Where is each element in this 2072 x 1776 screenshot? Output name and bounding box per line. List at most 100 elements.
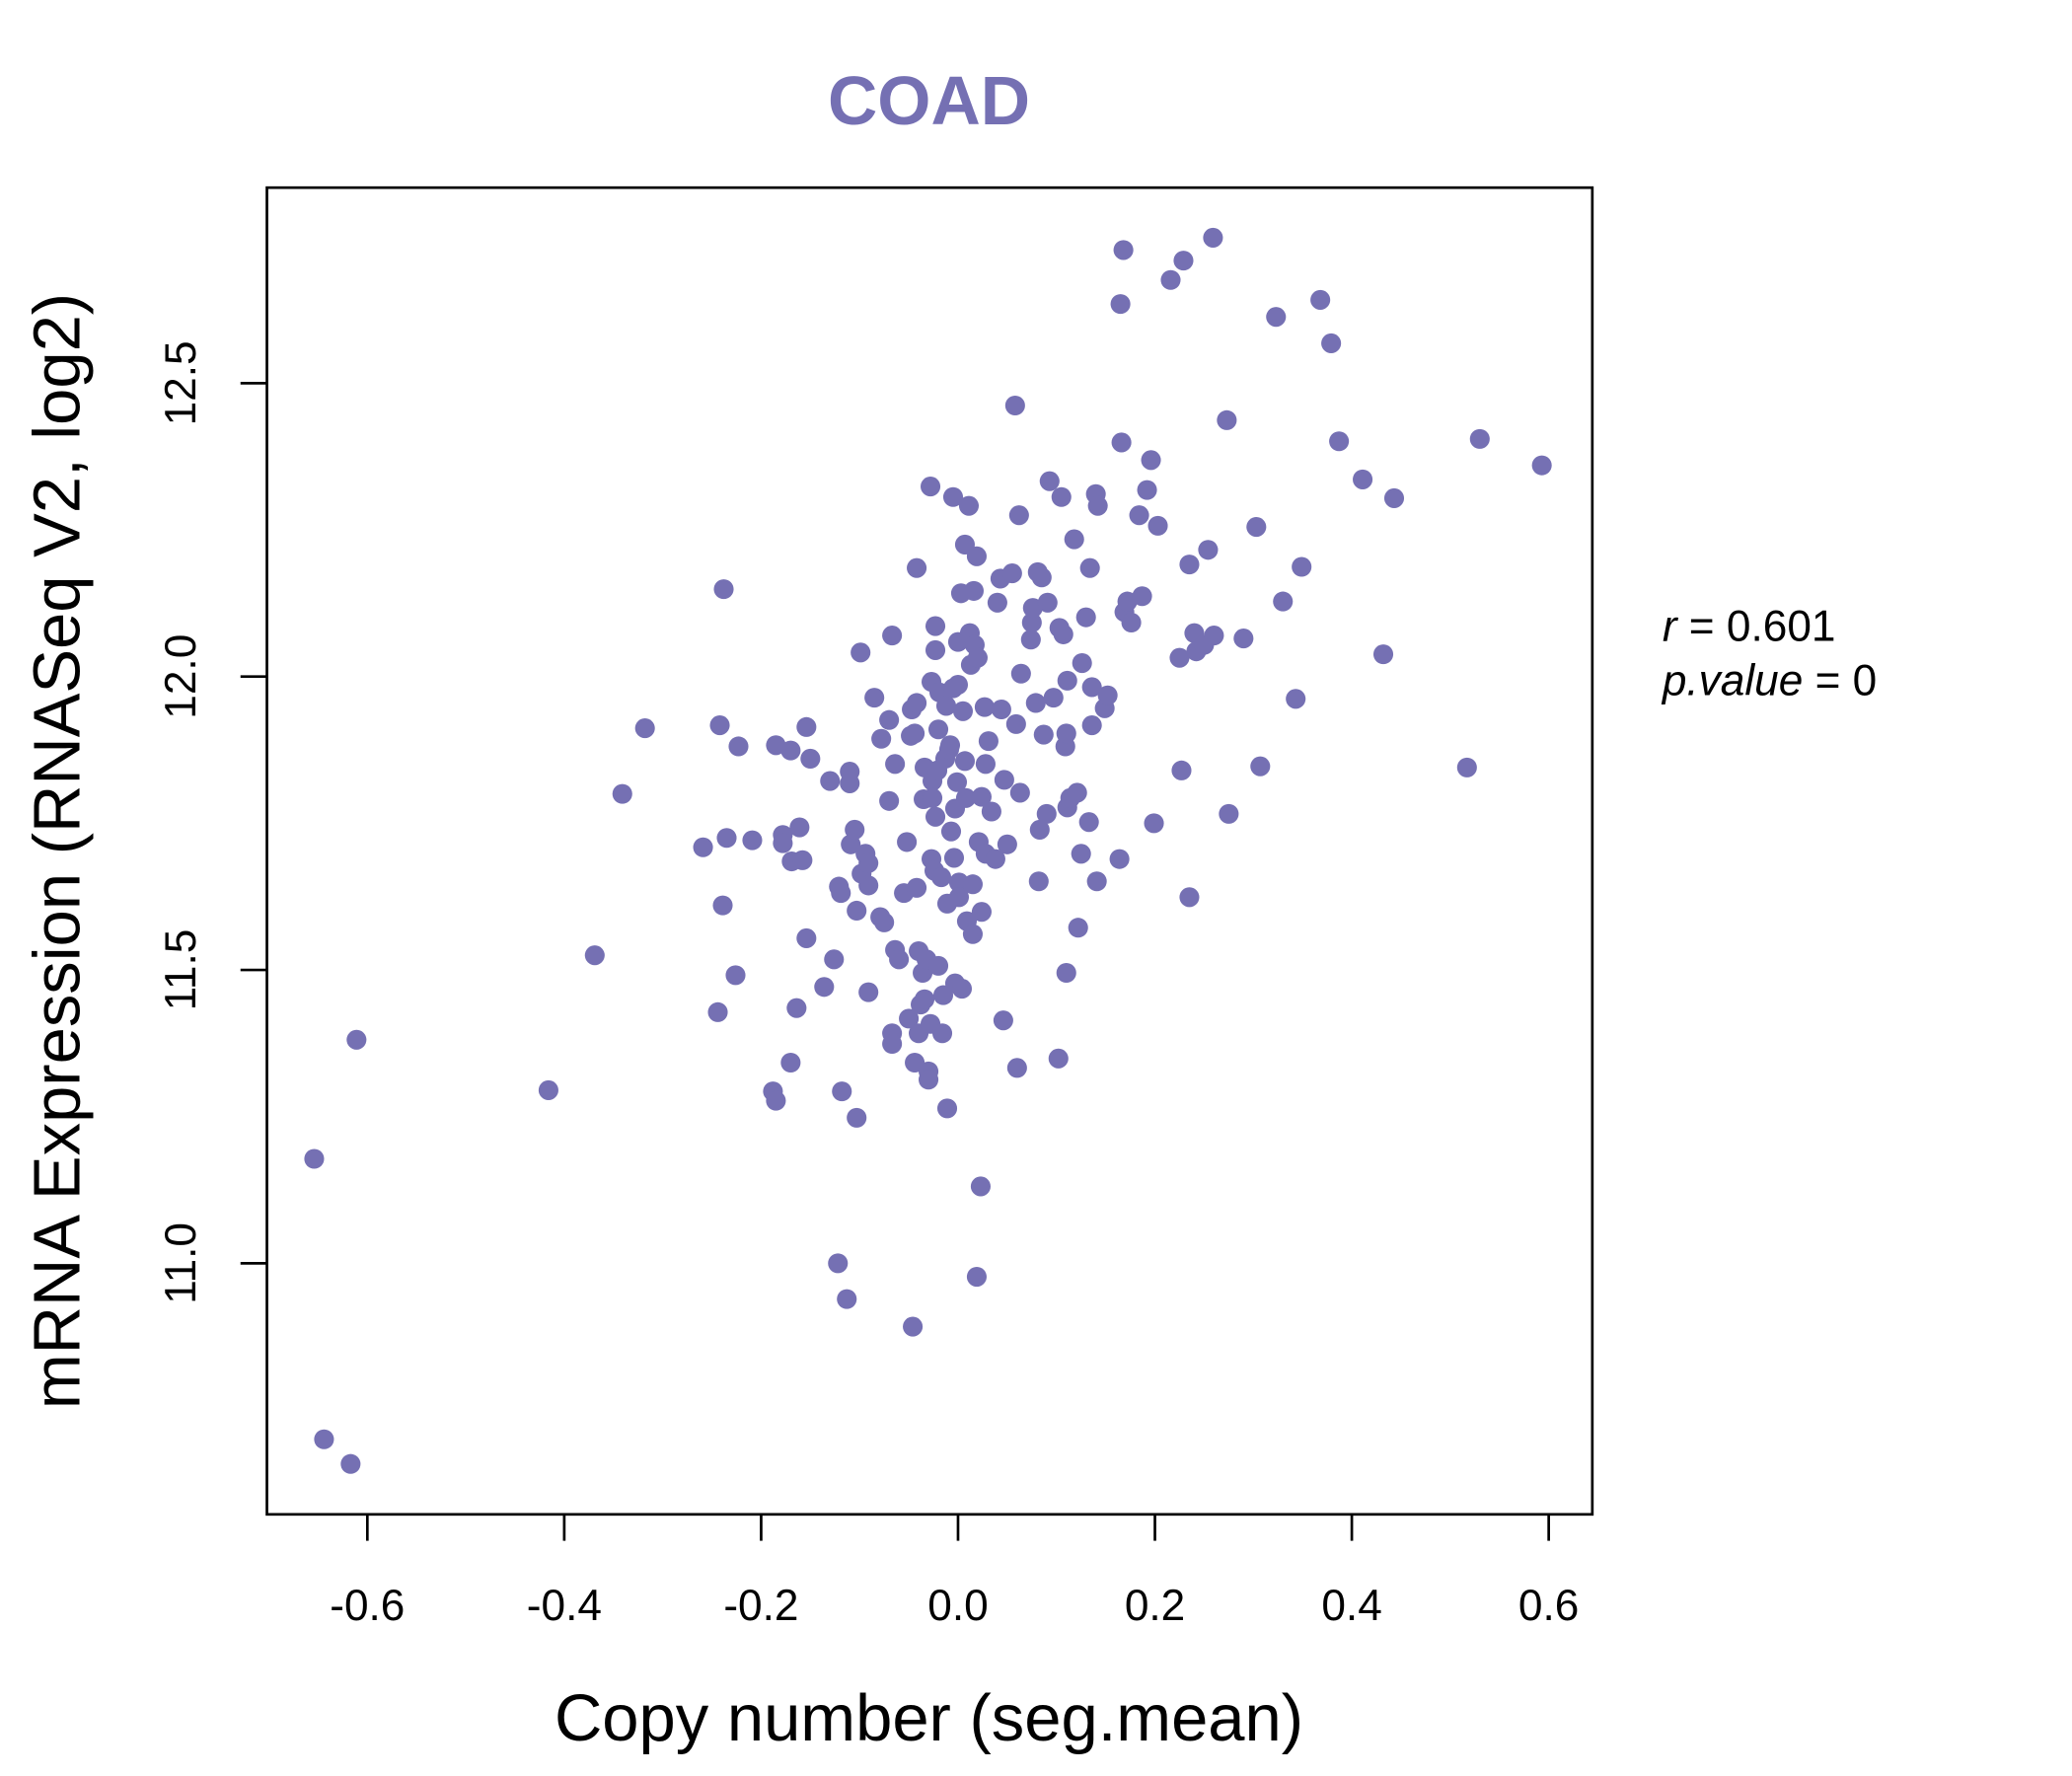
x-tick-label: 0.6 [1518,1582,1579,1630]
data-point [1141,450,1161,471]
data-point [1266,307,1287,328]
data-point [780,740,801,761]
data-point [874,912,895,932]
data-point [1469,428,1490,449]
data-point [948,887,970,908]
data-point [981,801,1001,822]
data-point [1064,529,1084,550]
data-point [1001,563,1022,584]
data-point [1009,782,1030,803]
data-point [925,616,946,636]
data-point [1353,469,1373,489]
data-point [1075,607,1096,628]
data-point [716,828,737,849]
plot-frame [265,185,1594,1517]
data-point [966,546,987,566]
data-point [987,592,1007,613]
data-point [1179,887,1200,908]
data-point [1033,724,1054,745]
data-point [800,748,821,770]
data-point [712,895,733,916]
data-point [942,486,964,507]
y-axis: 11.0 11.5 12.0 12.5 [157,340,267,1304]
data-point [1171,760,1192,780]
data-point [1057,670,1077,691]
data-point [952,701,974,721]
data-point [1043,688,1064,708]
data-point [725,965,746,986]
data-point [1051,486,1072,507]
data-point [1217,409,1237,430]
data-point [954,751,976,772]
data-point [845,819,865,840]
data-point [907,557,927,578]
data-point [1056,962,1076,984]
chart-title: COAD [828,62,1030,139]
svg-text:r = 0.601: r = 0.601 [1663,603,1836,651]
data-point [978,731,999,752]
data-point [304,1148,325,1169]
data-point [962,924,983,944]
data-point [847,1107,867,1128]
data-point [1233,629,1254,649]
data-point [936,1098,958,1119]
data-point [889,949,910,970]
data-point [789,817,810,838]
data-point [1078,812,1099,833]
data-point [1169,647,1190,668]
data-point [1097,685,1118,705]
data-point [943,848,965,868]
data-point [1372,644,1394,665]
data-point [1111,432,1132,453]
data-point [709,715,730,736]
data-point [971,786,992,807]
data-point [346,1029,367,1050]
data-point [903,1316,924,1337]
data-point [1081,677,1102,698]
data-point [1179,555,1200,575]
data-point [925,806,946,827]
data-point [963,580,984,601]
data-point [1160,269,1181,290]
data-point [1028,871,1049,892]
data-point [1087,495,1108,516]
data-point [832,1081,852,1102]
data-point [1036,803,1057,824]
data-point [930,867,952,888]
data-point [786,998,807,1018]
data-point [1310,289,1331,310]
data-point [1021,612,1042,633]
data-point [1020,629,1041,650]
data-point [837,1289,857,1309]
data-point [1008,505,1029,526]
data-point [967,647,988,668]
data-point [940,821,962,842]
data-point [713,579,734,600]
data-point [792,850,813,870]
data-point [997,834,1017,854]
data-point [1109,849,1130,869]
data-point [951,979,973,999]
data-point [991,699,1011,720]
x-tick-label: 0.0 [927,1582,988,1630]
data-point [1004,395,1025,416]
data-point [971,902,992,923]
data-point [584,945,605,966]
data-point [814,977,835,998]
data-point [742,830,763,851]
y-tick-label: 11.5 [157,929,205,1011]
x-tick-label: 0.4 [1321,1582,1381,1630]
data-point [879,709,900,730]
data-point [1292,556,1312,577]
data-point [931,1023,953,1044]
data-point [970,1176,991,1197]
x-tick-label: 0.2 [1125,1582,1185,1630]
data-point [1025,693,1046,713]
data-point [975,754,996,775]
data-point [1203,227,1223,248]
data-point [1137,480,1157,500]
data-point [728,736,749,757]
x-tick-label: -0.2 [723,1582,798,1630]
